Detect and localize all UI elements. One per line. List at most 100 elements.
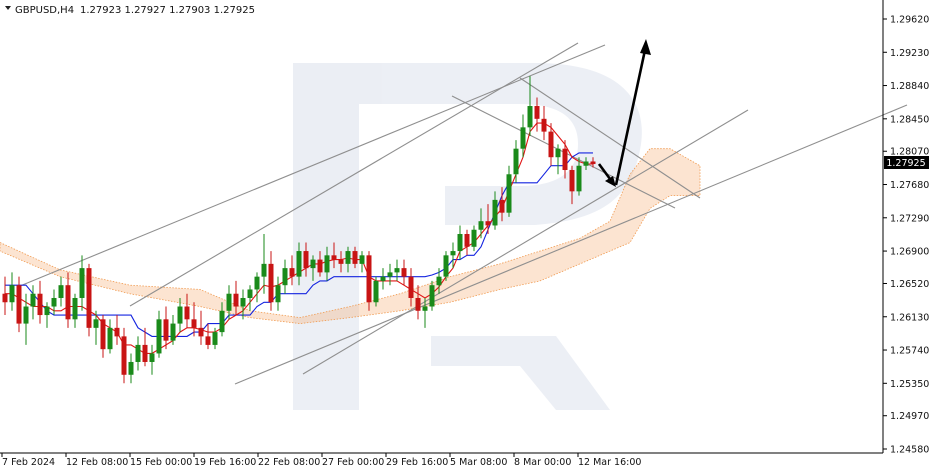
ohlc-values: 1.27923 1.27927 1.27903 1.27925 bbox=[80, 5, 255, 16]
candle bbox=[520, 114, 526, 158]
candle bbox=[450, 242, 456, 269]
candle-body bbox=[100, 319, 106, 350]
time-tick-label: 27 Feb 00:00 bbox=[322, 457, 384, 468]
candle-body bbox=[562, 148, 568, 171]
candle-body bbox=[422, 306, 428, 311]
candle-body bbox=[261, 263, 267, 277]
candle bbox=[324, 246, 330, 281]
candle-body bbox=[513, 148, 519, 175]
candle-body bbox=[394, 268, 400, 273]
candle bbox=[268, 251, 274, 311]
candle bbox=[93, 310, 99, 345]
candle-body bbox=[569, 170, 575, 192]
candle bbox=[352, 246, 358, 269]
channel-lower-line bbox=[234, 104, 908, 385]
candle bbox=[282, 259, 288, 294]
candle bbox=[380, 268, 386, 290]
candle-body bbox=[527, 106, 533, 128]
candle-body bbox=[142, 344, 148, 362]
candle bbox=[429, 280, 435, 311]
candle bbox=[289, 255, 295, 286]
candle-body bbox=[590, 161, 596, 165]
candle-body bbox=[233, 293, 239, 307]
candle-body bbox=[345, 251, 351, 264]
time-tick-label: 12 Mar 16:00 bbox=[578, 457, 641, 468]
price-tick-label: 1.29620 bbox=[890, 15, 929, 26]
candle-body bbox=[534, 106, 540, 119]
candle bbox=[422, 297, 428, 328]
candle bbox=[506, 165, 512, 217]
candle-body bbox=[219, 310, 225, 333]
candle-body bbox=[436, 276, 442, 286]
price-tick-label: 1.25740 bbox=[890, 346, 929, 357]
candle-body bbox=[464, 234, 470, 247]
candle bbox=[310, 255, 316, 281]
candle-body bbox=[86, 268, 92, 328]
candle bbox=[51, 289, 57, 316]
candle bbox=[114, 315, 120, 345]
candle-body bbox=[408, 276, 414, 298]
symbol-label: GBPUSD,H4 bbox=[15, 5, 74, 16]
forecast-up-arrow bbox=[614, 49, 647, 186]
candle-body bbox=[163, 319, 169, 341]
time-tick-label: 22 Feb 08:00 bbox=[258, 457, 320, 468]
collapse-triangle-icon[interactable] bbox=[5, 6, 11, 10]
candle bbox=[485, 204, 491, 234]
time-tick-label: 29 Feb 16:00 bbox=[386, 457, 448, 468]
candle bbox=[177, 297, 183, 333]
axes bbox=[0, 0, 884, 454]
candlestick-series bbox=[2, 76, 596, 384]
price-tick-label: 1.26130 bbox=[890, 312, 929, 323]
candle-body bbox=[331, 255, 337, 260]
candle-body bbox=[107, 327, 113, 350]
candle-body bbox=[387, 272, 393, 277]
candle bbox=[436, 268, 442, 294]
candle bbox=[366, 251, 372, 311]
candle bbox=[583, 157, 589, 171]
candle-body bbox=[548, 131, 554, 158]
candle-body bbox=[338, 259, 344, 264]
last-price-value: 1.27925 bbox=[886, 158, 925, 169]
candle-body bbox=[289, 268, 295, 277]
candle bbox=[464, 229, 470, 256]
candle bbox=[471, 225, 477, 252]
candle bbox=[72, 293, 78, 328]
candle bbox=[590, 157, 596, 168]
forecast-up-arrowhead bbox=[640, 39, 651, 55]
time-tick-label: 5 Mar 08:00 bbox=[450, 457, 507, 468]
candle bbox=[345, 246, 351, 273]
candle bbox=[548, 123, 554, 166]
candle bbox=[457, 225, 463, 260]
time-tick-label: 8 Mar 00:00 bbox=[514, 457, 571, 468]
candle bbox=[184, 293, 190, 328]
candle-body bbox=[555, 148, 561, 158]
candle bbox=[331, 242, 337, 269]
candle-body bbox=[170, 323, 176, 341]
candle bbox=[338, 251, 344, 273]
candle bbox=[44, 302, 50, 328]
candle-body bbox=[2, 293, 8, 303]
candle bbox=[359, 251, 365, 273]
candle bbox=[254, 272, 260, 303]
price-tick-label: 1.24970 bbox=[890, 411, 929, 422]
candle-body bbox=[303, 251, 309, 269]
candle-body bbox=[541, 118, 547, 132]
candle-body bbox=[114, 327, 120, 337]
candle-body bbox=[30, 293, 36, 307]
channel-upper-inner-line bbox=[129, 42, 579, 307]
candle bbox=[562, 140, 568, 179]
candle-body bbox=[254, 276, 260, 290]
candle bbox=[499, 187, 505, 222]
candle bbox=[317, 251, 323, 277]
candle-body bbox=[44, 306, 50, 316]
candle-body bbox=[16, 285, 22, 324]
price-tick-label: 1.25350 bbox=[890, 379, 929, 390]
candle bbox=[198, 310, 204, 345]
candle bbox=[492, 191, 498, 230]
candle-body bbox=[191, 319, 197, 328]
candle bbox=[65, 272, 71, 328]
price-tick-label: 1.27680 bbox=[890, 180, 929, 191]
candle bbox=[247, 285, 253, 311]
candle-body bbox=[450, 251, 456, 256]
candle bbox=[527, 76, 533, 136]
